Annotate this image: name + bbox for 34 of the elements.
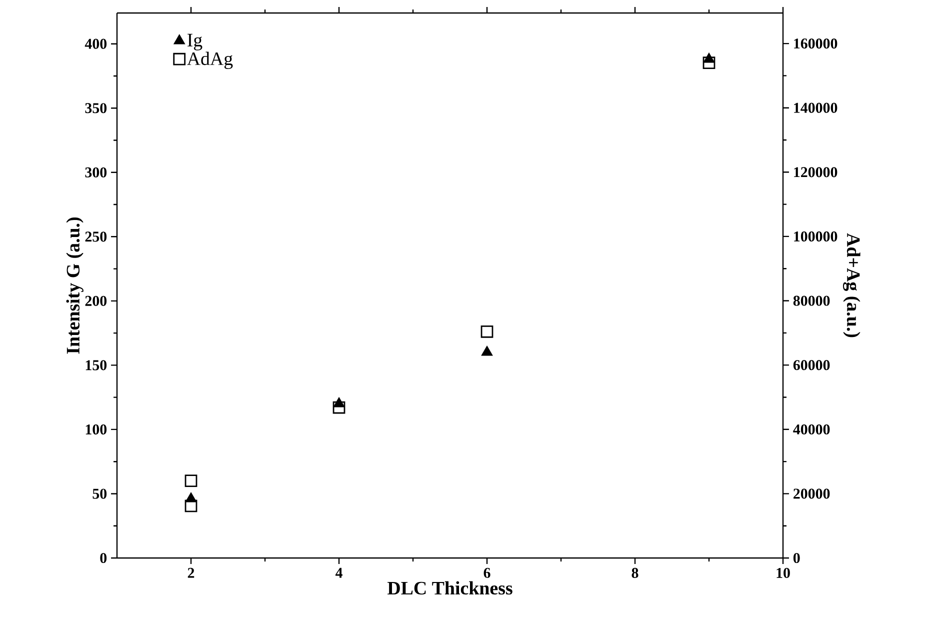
point <box>332 401 346 414</box>
y-tick-label: 300 <box>85 167 107 178</box>
legend-label: AdAg <box>187 52 233 70</box>
point <box>482 346 492 356</box>
y-tick-label: 250 <box>85 232 107 242</box>
y2-tick-label: 100000 <box>794 231 838 242</box>
x-tick-label: 4 <box>335 568 342 578</box>
y2-tick-label: 80000 <box>793 296 830 306</box>
y-axis-title: Intensity G (a.u.) <box>66 217 84 354</box>
point <box>480 325 494 338</box>
y2-tick-label: 120000 <box>794 167 838 178</box>
point <box>184 474 198 488</box>
y2-tick-label: 140000 <box>794 102 838 113</box>
y2-tick-label: 40000 <box>793 424 830 434</box>
y-tick-label: 200 <box>85 296 107 306</box>
y2-axis-title: Ad+Ag (a.u.) <box>842 233 860 338</box>
x-tick-label: 10 <box>776 568 790 578</box>
y2-tick-label: 20000 <box>794 488 830 499</box>
x-tick-label: 8 <box>632 568 638 578</box>
y2-tick-label: 160000 <box>794 38 838 49</box>
y-tick-label: 50 <box>92 488 107 499</box>
x-axis-title: DLC Thickness <box>387 581 512 595</box>
point <box>702 56 716 70</box>
y-tick-label: 150 <box>86 360 107 370</box>
y-tick-label: 0 <box>100 552 107 564</box>
point <box>184 500 198 512</box>
y2-tick-label: 60000 <box>793 360 830 370</box>
legend-label: Ig <box>188 34 202 50</box>
y-tick-label: 350 <box>85 103 107 114</box>
y-tick-label: 400 <box>84 38 107 49</box>
x-tick-label: 6 <box>484 568 490 578</box>
y2-tick-label: 0 <box>793 552 800 564</box>
y-tick-label: 100 <box>86 424 107 434</box>
x-tick-label: 2 <box>188 568 194 578</box>
